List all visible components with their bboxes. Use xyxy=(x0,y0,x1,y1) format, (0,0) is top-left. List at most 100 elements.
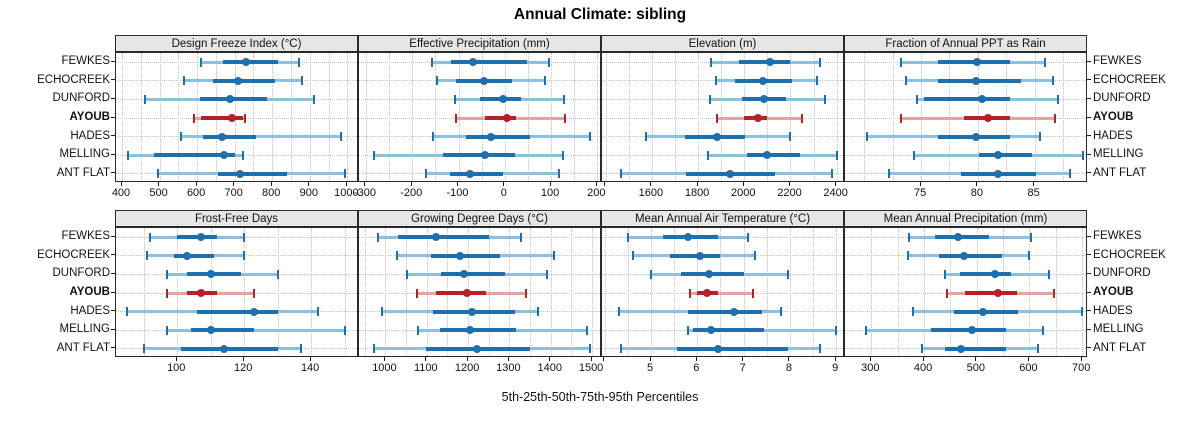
whisker-cap-high xyxy=(589,344,591,354)
whisker-cap-low xyxy=(907,251,910,261)
whisker-cap-low xyxy=(431,57,434,67)
x-axis-tick-label: 900 xyxy=(299,187,318,199)
y-axis-tick xyxy=(1087,310,1091,312)
gridline-vertical xyxy=(674,53,676,181)
whisker-cap-high xyxy=(561,150,564,160)
x-axis-tick-label: 2400 xyxy=(823,187,848,199)
whisker-cap-low xyxy=(687,325,690,335)
station-label-left: AYOUB xyxy=(69,111,110,123)
whisker-cap-high xyxy=(815,76,818,86)
x-axis-tick xyxy=(695,357,697,361)
range-25-75 xyxy=(154,153,235,158)
whisker-cap-low xyxy=(455,113,458,123)
whisker-cap-low xyxy=(864,325,867,335)
gridline-vertical xyxy=(311,228,313,356)
median-dot xyxy=(984,114,993,122)
gridline-vertical xyxy=(864,53,866,181)
median-dot xyxy=(227,114,236,122)
x-axis-tick-label: 5 xyxy=(647,362,654,374)
median-dot xyxy=(978,307,987,316)
median-dot xyxy=(487,132,496,141)
x-axis-tick-label: 120 xyxy=(234,362,253,374)
range-25-75 xyxy=(201,116,244,120)
x-axis-tick xyxy=(603,357,605,361)
gridline-vertical xyxy=(836,228,838,356)
whisker-cap-low xyxy=(911,307,914,317)
range-25-75 xyxy=(197,309,278,314)
station-label-left: HADES xyxy=(70,129,110,142)
station-label-right: MELLING xyxy=(1093,148,1144,161)
whisker-cap-low xyxy=(710,57,713,67)
range-25-75 xyxy=(484,116,516,120)
range-25-75 xyxy=(203,134,257,139)
station-label-right: FEWKES xyxy=(1093,230,1142,243)
median-dot xyxy=(971,132,980,141)
range-25-75 xyxy=(449,171,504,176)
median-dot xyxy=(225,95,234,104)
gridline-vertical xyxy=(389,53,391,181)
whisker-cap-low xyxy=(905,76,908,86)
x-axis-tick-label: 800 xyxy=(262,187,281,199)
median-dot xyxy=(465,169,474,178)
range-25-75 xyxy=(978,153,1033,158)
x-axis-tick xyxy=(1027,357,1029,361)
gridline-vertical xyxy=(347,53,349,181)
range-25-75 xyxy=(436,291,487,295)
station-label-left: DUNFORD xyxy=(52,267,111,280)
whisker-cap-high xyxy=(241,150,244,160)
whisker-cap-high xyxy=(243,251,246,261)
gridline-vertical xyxy=(789,228,791,356)
x-axis-tick-label: 1600 xyxy=(638,187,664,199)
whisker-cap-high xyxy=(835,150,838,160)
gridline-vertical xyxy=(122,53,123,181)
gridline-vertical xyxy=(550,228,552,356)
x-axis-tick xyxy=(549,357,551,361)
gridline-vertical xyxy=(813,228,815,356)
y-axis-tick xyxy=(1087,291,1091,293)
x-axis-tick xyxy=(549,182,551,186)
x-axis-tick xyxy=(595,182,597,186)
median-dot xyxy=(250,307,259,316)
median-dot xyxy=(196,289,205,297)
median-dot xyxy=(994,151,1003,160)
median-dot xyxy=(991,270,1000,279)
whisker-cap-high xyxy=(544,76,547,86)
median-dot xyxy=(465,326,474,335)
whisker-cap-high xyxy=(276,269,279,279)
median-dot xyxy=(468,307,477,316)
whisker-cap-high xyxy=(751,288,754,298)
whisker-cap-low xyxy=(915,94,918,104)
whisker-cap-low xyxy=(193,113,196,123)
gridline-vertical xyxy=(836,53,838,181)
whisker-cap-high xyxy=(788,132,791,142)
x-axis-tick xyxy=(457,182,458,186)
whisker-cap-low xyxy=(126,150,129,160)
median-dot xyxy=(455,251,464,260)
whisker-cap-high xyxy=(536,307,539,317)
whisker-cap-low xyxy=(417,325,420,335)
x-axis-tick-label: 140 xyxy=(300,362,320,374)
whisker-cap-high xyxy=(831,169,834,179)
median-dot xyxy=(712,132,721,141)
median-dot xyxy=(759,95,768,104)
median-dot xyxy=(468,58,477,67)
panel-strip-header: Mean Annual Air Temperature (°C) xyxy=(601,210,844,227)
whisker-cap-low xyxy=(373,150,376,160)
gridline-vertical xyxy=(435,53,437,181)
station-label-right: DUNFORD xyxy=(1093,267,1151,280)
median-dot xyxy=(480,151,489,160)
whisker-cap-high xyxy=(835,325,838,335)
gridline-vertical xyxy=(897,228,899,356)
range-25-75 xyxy=(218,171,287,176)
station-label-left: AYOUB xyxy=(69,286,110,298)
x-axis-tick-label: 200 xyxy=(587,187,606,199)
x-axis-tick xyxy=(345,182,347,186)
median-dot xyxy=(432,233,441,242)
whisker-cap-low xyxy=(944,269,947,279)
range-25-75 xyxy=(223,60,279,65)
gridline-vertical xyxy=(253,53,255,181)
y-axis-tick xyxy=(111,153,115,155)
x-axis-tick-label: 7 xyxy=(739,362,746,374)
whisker-cap-low xyxy=(149,232,152,242)
